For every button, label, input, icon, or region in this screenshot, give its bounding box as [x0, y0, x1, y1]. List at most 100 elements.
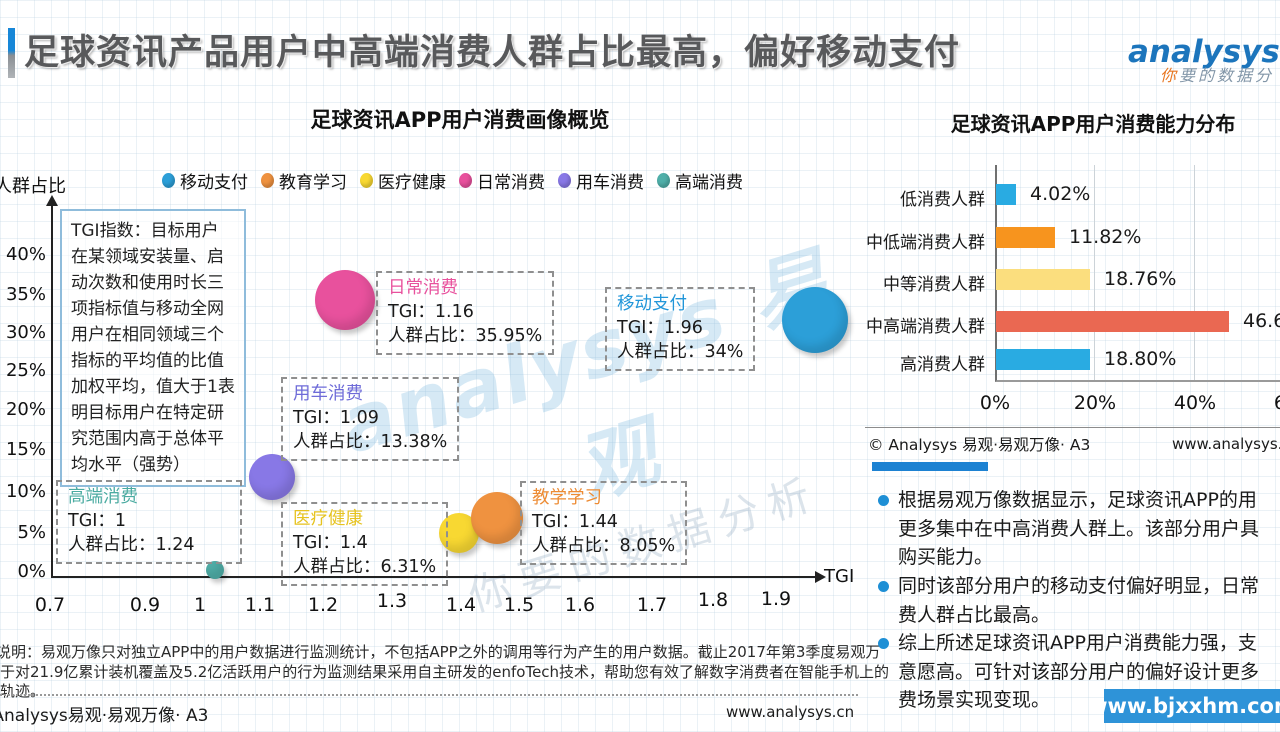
y-axis-arrow-icon [46, 195, 58, 206]
y-tick: 40% [5, 244, 46, 265]
x-tick: 1 [193, 594, 207, 616]
x-tick: 1.3 [376, 590, 408, 612]
footnote-line3: 轨迹。 [0, 682, 46, 700]
y-tick: 5% [17, 522, 46, 543]
y-tick: 0% [17, 561, 46, 582]
insight-bullet-1: 根据易观万像数据显示，足球资讯APP的用 更多集中在中高消费人群上。该部分用户具… [872, 486, 1280, 572]
callout-title: 教学学习 [532, 488, 602, 508]
gridline [1094, 165, 1095, 380]
bar-mid-low-consumption [996, 227, 1055, 248]
site-watermark-badge: www.bjxxhm.com [1088, 689, 1280, 723]
footnote-line2: 于对21.9亿累计装机覆盖及5.2亿活跃用户的行为监测结果采用自主研发的enfo… [0, 663, 890, 681]
insight-line: 费场景实现变现。 [898, 689, 1051, 711]
insight-line: 购买能力。 [898, 546, 994, 568]
logo-tagline-first: 你 [1160, 66, 1180, 85]
callout-share: 人群占比：6.31% [293, 557, 437, 577]
bar-value: 18.80% [1104, 348, 1177, 370]
bar-x-tick: 20% [1073, 392, 1117, 414]
analysys-logo: analysys 易 [1128, 34, 1280, 70]
legend-dot-icon [162, 173, 175, 188]
bar-high-consumption [996, 349, 1090, 370]
bubble-callout-car: 用车消费 TGI：1.09 人群占比：13.38% [281, 377, 460, 461]
bubble-premium-consumption [206, 561, 224, 579]
callout-share: 人群占比：34% [617, 342, 744, 362]
bubble-callout-education: 教学学习 TGI：1.44 人群占比：8.05% [520, 481, 688, 565]
bar-low-consumption [996, 184, 1016, 205]
bar-x-tick: 60% [1273, 392, 1280, 414]
bar-chart-website: www.analysys.cn [1172, 435, 1280, 453]
bar-value: 11.82% [1069, 226, 1142, 248]
callout-title: 医疗健康 [293, 509, 363, 529]
bar-value: 18.76% [1104, 268, 1177, 290]
callout-tgi: TGI：1 [68, 511, 127, 531]
bar-chart-source: © Analysys 易观·易观万像· A3 [868, 436, 1091, 454]
bar-label: 中低端消费人群 [866, 233, 985, 253]
callout-tgi: TGI：1.09 [293, 408, 379, 428]
bullet-dot-icon [878, 638, 889, 649]
insight-bullet-3: 综上所述足球资讯APP用户消费能力强，支 意愿高。可针对该部分用户的偏好设计更多… [872, 629, 1280, 715]
legend-item: 教育学习 [261, 168, 347, 193]
bubble-chart-title: 足球资讯APP用户消费画像概览 [310, 108, 610, 132]
y-axis-line [51, 206, 53, 577]
x-axis-label: TGI [824, 566, 855, 587]
footer-copyright: © Analysys易观·易观万像· A3 [0, 706, 209, 726]
x-axis-arrow-icon [815, 571, 826, 583]
x-tick: 0.7 [34, 594, 66, 616]
bullet-dot-icon [878, 581, 889, 592]
bar-mid-high-consumption [996, 311, 1229, 332]
bubble-car-consumption [249, 454, 295, 500]
bar-value: 46.60% [1243, 310, 1280, 332]
bar-label: 中高端消费人群 [866, 317, 985, 337]
bubble-callout-mobile: 移动支付 TGI：1.96 人群占比：34% [605, 287, 756, 371]
insight-line: 意愿高。可针对该部分用户的偏好设计更多 [898, 660, 1260, 683]
x-tick: 1.2 [307, 594, 339, 616]
footer-dotted-divider [0, 694, 858, 696]
y-axis-label: 人群占比 [0, 176, 66, 197]
footnote-line1: 说明：易观万像只对独立APP中的用户数据进行监测统计，不包括APP之外的调用等行… [0, 643, 881, 661]
callout-tgi: TGI：1.16 [388, 302, 474, 322]
bubble-callout-daily: 日常消费 TGI：1.16 人群占比：35.95% [376, 271, 555, 355]
callout-share: 人群占比：13.38% [293, 432, 448, 452]
legend-item: 用车消费 [558, 168, 644, 193]
legend-label: 用车消费 [576, 173, 644, 193]
bar-chart-title: 足球资讯APP用户消费能力分布 [950, 112, 1236, 136]
y-tick: 30% [5, 322, 46, 343]
callout-title: 高端消费 [68, 487, 138, 507]
bubble-education [471, 492, 523, 544]
x-tick: 0.9 [129, 594, 161, 616]
page-title: 足球资讯产品用户中高端消费人群占比最高，偏好移动支付 [24, 33, 961, 73]
legend-item: 高端消费 [657, 168, 743, 193]
y-tick: 20% [5, 399, 46, 420]
y-tick: 15% [5, 439, 46, 460]
legend-item: 移动支付 [162, 168, 248, 193]
y-tick: 25% [5, 360, 46, 381]
bar-x-tick: 40% [1173, 392, 1217, 414]
legend-label: 移动支付 [180, 173, 248, 193]
bar-label: 低消费人群 [900, 190, 985, 210]
legend-item: 日常消费 [459, 168, 545, 193]
legend-label: 日常消费 [477, 173, 545, 193]
legend-dot-icon [261, 173, 274, 188]
legend-item: 医疗健康 [360, 168, 446, 193]
legend-dot-icon [459, 173, 472, 188]
legend-dot-icon [657, 173, 670, 188]
x-tick: 1.8 [697, 589, 729, 611]
legend-dot-icon [558, 173, 571, 188]
callout-title: 移动支付 [617, 294, 687, 314]
callout-title: 日常消费 [388, 278, 458, 298]
logo-tagline: 你要的数据分 [1160, 62, 1274, 86]
bar-label: 中等消费人群 [883, 275, 985, 295]
x-tick: 1.4 [445, 594, 477, 616]
bar-x-tick: 0% [979, 392, 1011, 414]
insight-line: 费人群占比最高。 [898, 603, 1051, 626]
callout-share: 人群占比：35.95% [388, 326, 543, 346]
x-tick: 1.7 [636, 594, 668, 616]
bullet-dot-icon [878, 495, 889, 506]
legend-label: 高端消费 [675, 173, 743, 193]
x-axis-line [51, 576, 817, 578]
x-tick: 1.9 [760, 588, 792, 610]
callout-share: 人群占比：8.05% [532, 536, 676, 556]
y-tick: 35% [5, 284, 46, 305]
x-tick: 1.6 [564, 594, 596, 616]
